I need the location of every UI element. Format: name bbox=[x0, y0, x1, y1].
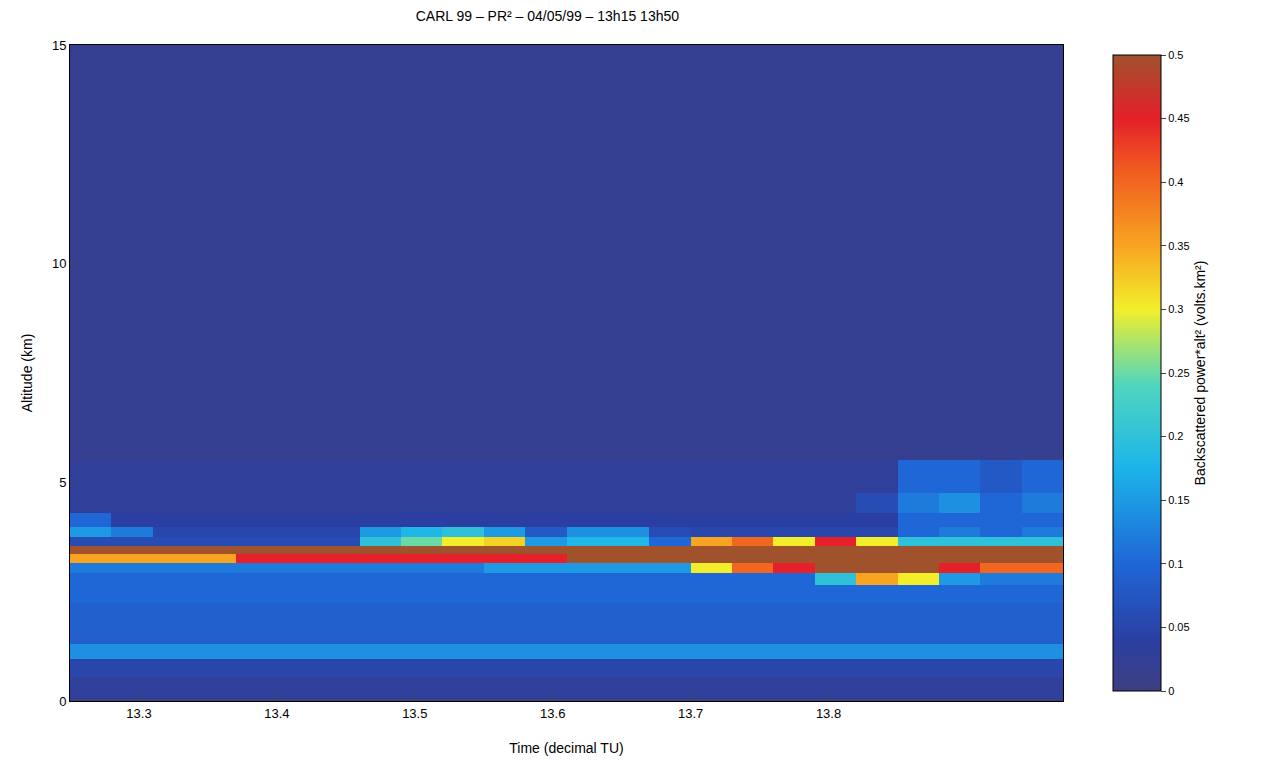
svg-text:5: 5 bbox=[59, 475, 66, 490]
svg-text:0.35: 0.35 bbox=[1168, 240, 1189, 252]
svg-text:Backscattered power*alt² (volt: Backscattered power*alt² (volts.km²) bbox=[1192, 261, 1208, 486]
svg-text:13.3: 13.3 bbox=[126, 706, 151, 721]
svg-text:0.05: 0.05 bbox=[1168, 621, 1189, 633]
svg-text:13.7: 13.7 bbox=[678, 706, 703, 721]
svg-text:13.5: 13.5 bbox=[402, 706, 427, 721]
svg-text:0.1: 0.1 bbox=[1168, 558, 1183, 570]
svg-text:0.3: 0.3 bbox=[1168, 303, 1183, 315]
svg-text:13.8: 13.8 bbox=[816, 706, 841, 721]
svg-text:0.25: 0.25 bbox=[1168, 367, 1189, 379]
svg-text:0.2: 0.2 bbox=[1168, 430, 1183, 442]
svg-text:0.45: 0.45 bbox=[1168, 112, 1189, 124]
svg-text:15: 15 bbox=[52, 38, 66, 53]
svg-text:Time (decimal TU): Time (decimal TU) bbox=[509, 740, 623, 756]
svg-text:10: 10 bbox=[52, 256, 66, 271]
svg-text:CARL 99 – PR² – 04/05/99 – 13h: CARL 99 – PR² – 04/05/99 – 13h15 13h50 bbox=[416, 8, 680, 24]
svg-text:0: 0 bbox=[59, 694, 66, 709]
svg-text:0.15: 0.15 bbox=[1168, 494, 1189, 506]
svg-text:0.4: 0.4 bbox=[1168, 176, 1183, 188]
svg-text:0: 0 bbox=[1168, 685, 1174, 697]
svg-text:Altitude (km): Altitude (km) bbox=[19, 334, 35, 413]
svg-text:13.4: 13.4 bbox=[264, 706, 289, 721]
svg-text:0.5: 0.5 bbox=[1168, 49, 1183, 61]
svg-text:13.6: 13.6 bbox=[540, 706, 565, 721]
